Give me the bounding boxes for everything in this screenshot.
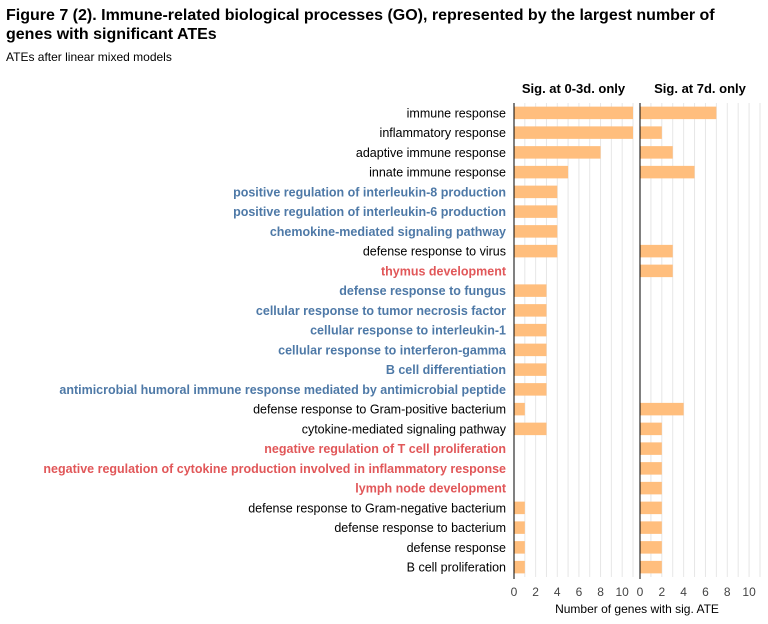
bar: [640, 521, 662, 534]
bar: [514, 244, 558, 258]
category-label: immune response: [407, 106, 506, 120]
category-label: innate immune response: [369, 166, 506, 180]
category-label: defense response to Gram-positive bacter…: [253, 403, 506, 417]
x-tick-label: 10: [742, 585, 756, 599]
panel-sig-7d: Sig. at 7d. only 0 2 4 6 8 10: [637, 81, 761, 599]
bar: [514, 501, 525, 515]
category-label: adaptive immune response: [356, 146, 506, 160]
category-label: positive regulation of interleukin-8 pro…: [233, 185, 506, 199]
x-tick-label: 2: [658, 585, 665, 599]
bar: [640, 541, 662, 554]
bar: [514, 225, 558, 238]
category-label: positive regulation of interleukin-6 pro…: [233, 205, 506, 219]
category-label: cellular response to interferon-gamma: [278, 343, 507, 357]
bar: [640, 442, 662, 455]
bar: [514, 126, 633, 139]
panel-sig-0-3d: Sig. at 0-3d. only 0 2 4 6 8 10: [511, 81, 634, 599]
panel-title: Sig. at 7d. only: [654, 81, 747, 96]
x-tick-label: 6: [576, 585, 583, 599]
bar: [514, 422, 547, 436]
bar: [514, 402, 525, 416]
bar: [514, 165, 569, 179]
chart-subtitle: ATEs after linear mixed models: [6, 50, 172, 64]
x-tick-label: 10: [616, 585, 630, 599]
category-label: defense response to fungus: [339, 284, 506, 298]
x-tick-label: 4: [554, 585, 561, 599]
bar: [640, 244, 673, 258]
x-tick-label: 8: [597, 585, 604, 599]
x-tick-label: 0: [637, 585, 644, 599]
x-tick-label: 4: [680, 585, 687, 599]
bar: [514, 146, 601, 159]
bar: [640, 264, 673, 278]
x-tick-label: 2: [532, 585, 539, 599]
bar: [640, 165, 695, 179]
x-tick-label: 6: [702, 585, 709, 599]
bar: [514, 106, 633, 120]
bar: [514, 284, 547, 297]
bar: [514, 541, 525, 554]
bar: [514, 383, 547, 396]
category-label: defense response: [407, 541, 506, 555]
bar: [640, 422, 662, 436]
x-tick-label: 8: [724, 585, 731, 599]
bar: [514, 205, 558, 218]
bar: [640, 462, 662, 475]
bar: [514, 521, 525, 534]
category-label: cellular response to tumor necrosis fact…: [256, 304, 506, 318]
bar: [640, 402, 684, 416]
category-label: inflammatory response: [380, 126, 506, 140]
bar: [640, 126, 662, 139]
category-label: defense response to bacterium: [334, 521, 506, 535]
category-label: defense response to Gram-negative bacter…: [248, 501, 506, 515]
bar: [514, 560, 525, 574]
category-label: B cell differentiation: [386, 363, 506, 377]
category-label: thymus development: [381, 264, 507, 278]
bar: [640, 481, 662, 495]
category-labels: immune response inflammatory response adap…: [43, 106, 507, 574]
bar: [514, 185, 558, 199]
bar: [514, 304, 547, 317]
x-axis-title: Number of genes with sig. ATE: [555, 602, 719, 616]
category-label: cytokine-mediated signaling pathway: [302, 422, 507, 436]
bar: [514, 323, 547, 337]
category-label: lymph node development: [355, 482, 507, 496]
chart-title: Figure 7 (2). Immune-related biological …: [6, 7, 715, 43]
category-label: negative regulation of T cell proliferat…: [264, 442, 506, 456]
category-label: negative regulation of cytokine producti…: [43, 462, 506, 476]
bar: [640, 146, 673, 159]
panel-title: Sig. at 0-3d. only: [522, 81, 626, 96]
category-label: defense response to virus: [363, 245, 506, 259]
bar: [514, 343, 547, 357]
category-label: cellular response to interleukin-1: [310, 324, 506, 338]
bar: [514, 363, 547, 376]
bar: [640, 560, 662, 574]
x-tick-label: 0: [511, 585, 518, 599]
category-label: chemokine-mediated signaling pathway: [270, 225, 506, 239]
bar: [640, 106, 717, 120]
category-label: B cell proliferation: [407, 561, 506, 575]
category-label: antimicrobial humoral immune response me…: [59, 383, 506, 397]
bar: [640, 501, 662, 515]
